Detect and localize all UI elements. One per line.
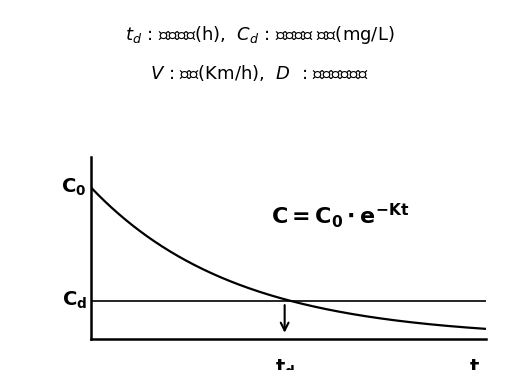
Text: $t_d$ : 도달시간(h),  $C_d$ : 수질기준 농도(mg/L): $t_d$ : 도달시간(h), $C_d$ : 수질기준 농도(mg/L) (125, 24, 395, 46)
Text: $\mathbf{t_d}$: $\mathbf{t_d}$ (275, 358, 295, 370)
Text: $\mathbf{t}$: $\mathbf{t}$ (469, 358, 480, 370)
Text: $V$ : 유속(Km/h),  $D$  : 하천유하거리: $V$ : 유속(Km/h), $D$ : 하천유하거리 (150, 63, 370, 83)
Text: $\mathbf{C = C_0 \bullet e^{-Kt}}$: $\mathbf{C = C_0 \bullet e^{-Kt}}$ (271, 201, 409, 230)
Text: $\mathbf{C_d}$: $\mathbf{C_d}$ (61, 290, 87, 312)
Text: $\mathbf{C_0}$: $\mathbf{C_0}$ (61, 177, 87, 198)
